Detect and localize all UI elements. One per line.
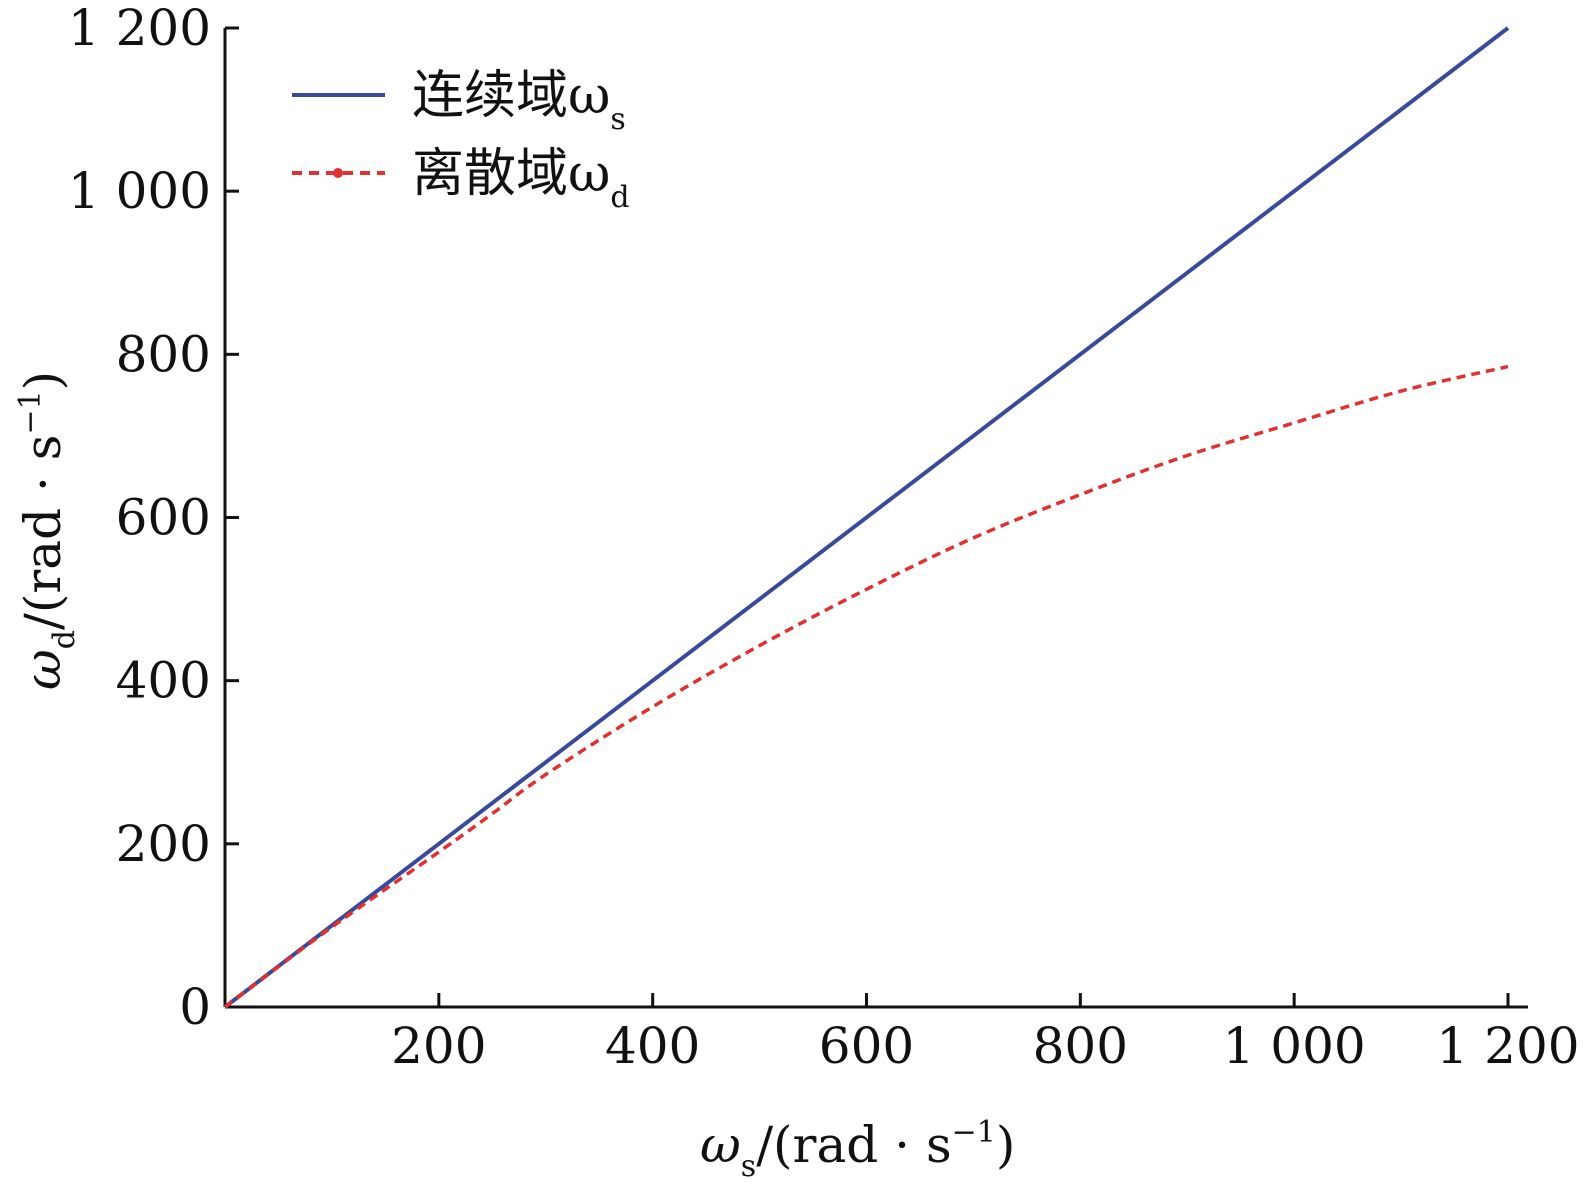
- y-axis-label-sub: d: [47, 630, 82, 649]
- series-line-continuous: [223, 26, 1510, 1009]
- x-axis-label-symbol: ω: [700, 1116, 741, 1174]
- y-tick-label: 1 000: [68, 162, 211, 220]
- legend: 连续域ωs 离散域ωd: [292, 66, 630, 215]
- y-axis-label-close: ): [14, 371, 72, 391]
- y-axis-label-symbol: ω: [14, 649, 72, 690]
- y-ticks: 0 200 400 600 800 1 000 1 200: [68, 0, 239, 1036]
- x-tick-label: 800: [1033, 1017, 1128, 1075]
- y-tick-label: 400: [116, 652, 211, 710]
- legend-label-discrete: 离散域ωd: [412, 144, 630, 215]
- y-axis-label-unit: /(rad · s: [14, 435, 72, 630]
- y-tick-label: 600: [116, 489, 211, 547]
- legend-marker-discrete: [333, 168, 343, 178]
- series-line-discrete: [223, 364, 1509, 1009]
- legend-label-continuous: 连续域ωs: [412, 66, 626, 137]
- x-axis-label: ωs/(rad · s−1): [700, 1115, 1015, 1184]
- y-tick-label: 800: [116, 325, 211, 383]
- x-tick-label: 400: [605, 1017, 700, 1075]
- x-tick-label: 200: [391, 1017, 486, 1075]
- x-tick-label: 1 000: [1223, 1017, 1366, 1075]
- axes: 200 400 600 800 1 000 1 200 0 200 400 600 800 1 00…: [68, 0, 1580, 1075]
- legend-item-continuous: 连续域ωs: [292, 66, 626, 137]
- x-ticks: 200 400 600 800 1 000 1 200: [391, 993, 1580, 1075]
- x-tick-label: 1 200: [1436, 1017, 1579, 1075]
- x-tick-label: 600: [819, 1017, 914, 1075]
- legend-item-discrete: 离散域ωd: [292, 144, 630, 215]
- x-axis-label-unit: /(rad · s: [756, 1116, 951, 1174]
- y-tick-label: 0: [179, 978, 211, 1036]
- x-axis-label-exp: −1: [952, 1115, 996, 1150]
- y-tick-label: 200: [116, 815, 211, 873]
- y-axis-label-exp: −1: [13, 390, 48, 434]
- x-axis-label-close: ): [996, 1116, 1016, 1174]
- x-axis-label-sub: s: [741, 1149, 756, 1184]
- y-axis-label: ωd/(rad · s−1): [13, 371, 82, 690]
- y-tick-label: 1 200: [68, 0, 211, 57]
- series-layer: [223, 26, 1510, 1009]
